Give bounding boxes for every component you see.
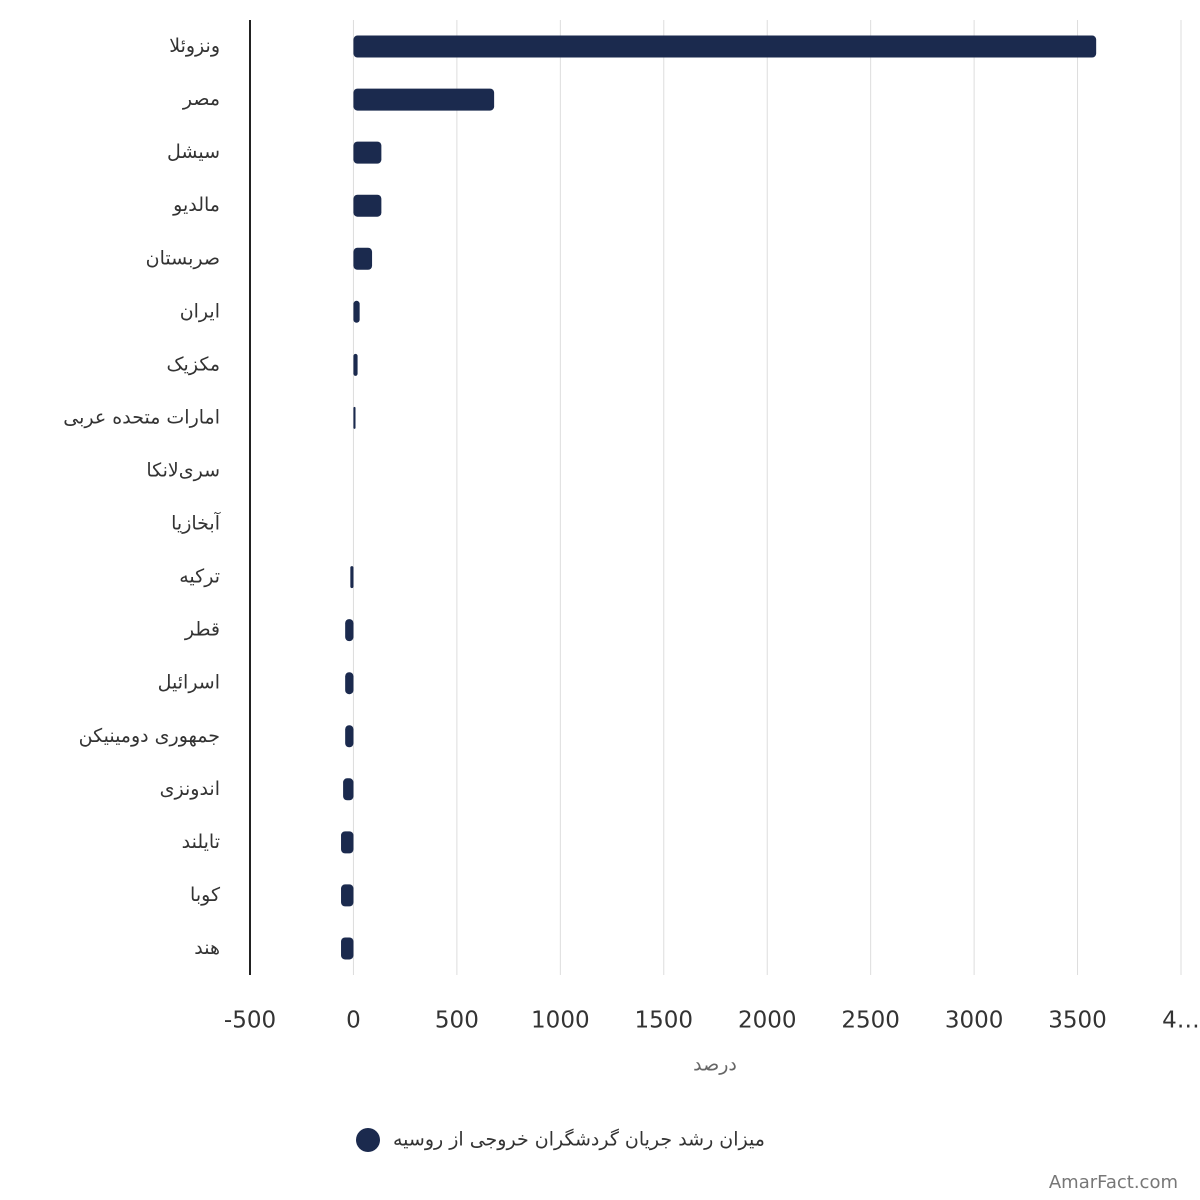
bar [353, 35, 1097, 58]
legend-label: میزان رشد جریان گردشگران خروجی از روسیه [393, 1128, 765, 1151]
y-tick-label: اندونزی [160, 778, 220, 800]
y-tick-label: قطر [184, 619, 220, 641]
y-tick-label: کوبا [190, 884, 221, 906]
bar [341, 884, 354, 907]
y-tick-label: امارات متحده عربی [63, 406, 220, 428]
y-tick-label: مصر [182, 88, 220, 110]
x-tick-label: 2000 [738, 1008, 797, 1034]
bar [345, 619, 354, 642]
bar [353, 406, 356, 429]
y-tick-label: سیشل [167, 141, 220, 163]
y-tick-label: صربستان [146, 247, 220, 269]
y-tick-label: اسرائیل [158, 672, 220, 694]
x-tick-label: 1500 [635, 1008, 694, 1034]
x-tick-label: 500 [435, 1008, 479, 1034]
bar [353, 141, 382, 164]
y-tick-label: آبخازیا [171, 511, 221, 535]
bar [343, 778, 354, 801]
bar [345, 725, 354, 748]
bar [350, 566, 354, 589]
x-tick-label: 3000 [945, 1008, 1004, 1034]
y-tick-label: سری‌لانکا [146, 459, 220, 481]
y-tick-label: مالدیو [172, 194, 220, 216]
bar [341, 937, 354, 960]
bar [353, 194, 382, 217]
bar [353, 300, 360, 323]
legend-marker [356, 1128, 380, 1152]
y-tick-label: ونزوئلا [169, 35, 220, 57]
y-tick-label: تایلند [182, 831, 220, 853]
y-tick-label: هند [194, 937, 220, 959]
bar [345, 672, 354, 695]
bar [353, 247, 373, 270]
x-tick-label: 2500 [841, 1008, 900, 1034]
x-tick-label: 0 [346, 1008, 361, 1034]
y-tick-label: جمهوری دومینیکن [79, 725, 220, 747]
x-tick-label: -500 [224, 1008, 276, 1034]
x-tick-label: 4… [1162, 1008, 1200, 1034]
bar [353, 353, 358, 376]
y-tick-label: ترکیه [179, 566, 220, 588]
bar [353, 88, 495, 111]
x-axis-title: درصد [693, 1054, 737, 1076]
y-tick-label: مکزیک [167, 353, 220, 375]
x-tick-label: 1000 [531, 1008, 590, 1034]
watermark: AmarFact.com [1049, 1172, 1178, 1193]
bar [341, 831, 354, 854]
x-tick-label: 3500 [1048, 1008, 1107, 1034]
y-tick-label: ایران [180, 300, 220, 322]
